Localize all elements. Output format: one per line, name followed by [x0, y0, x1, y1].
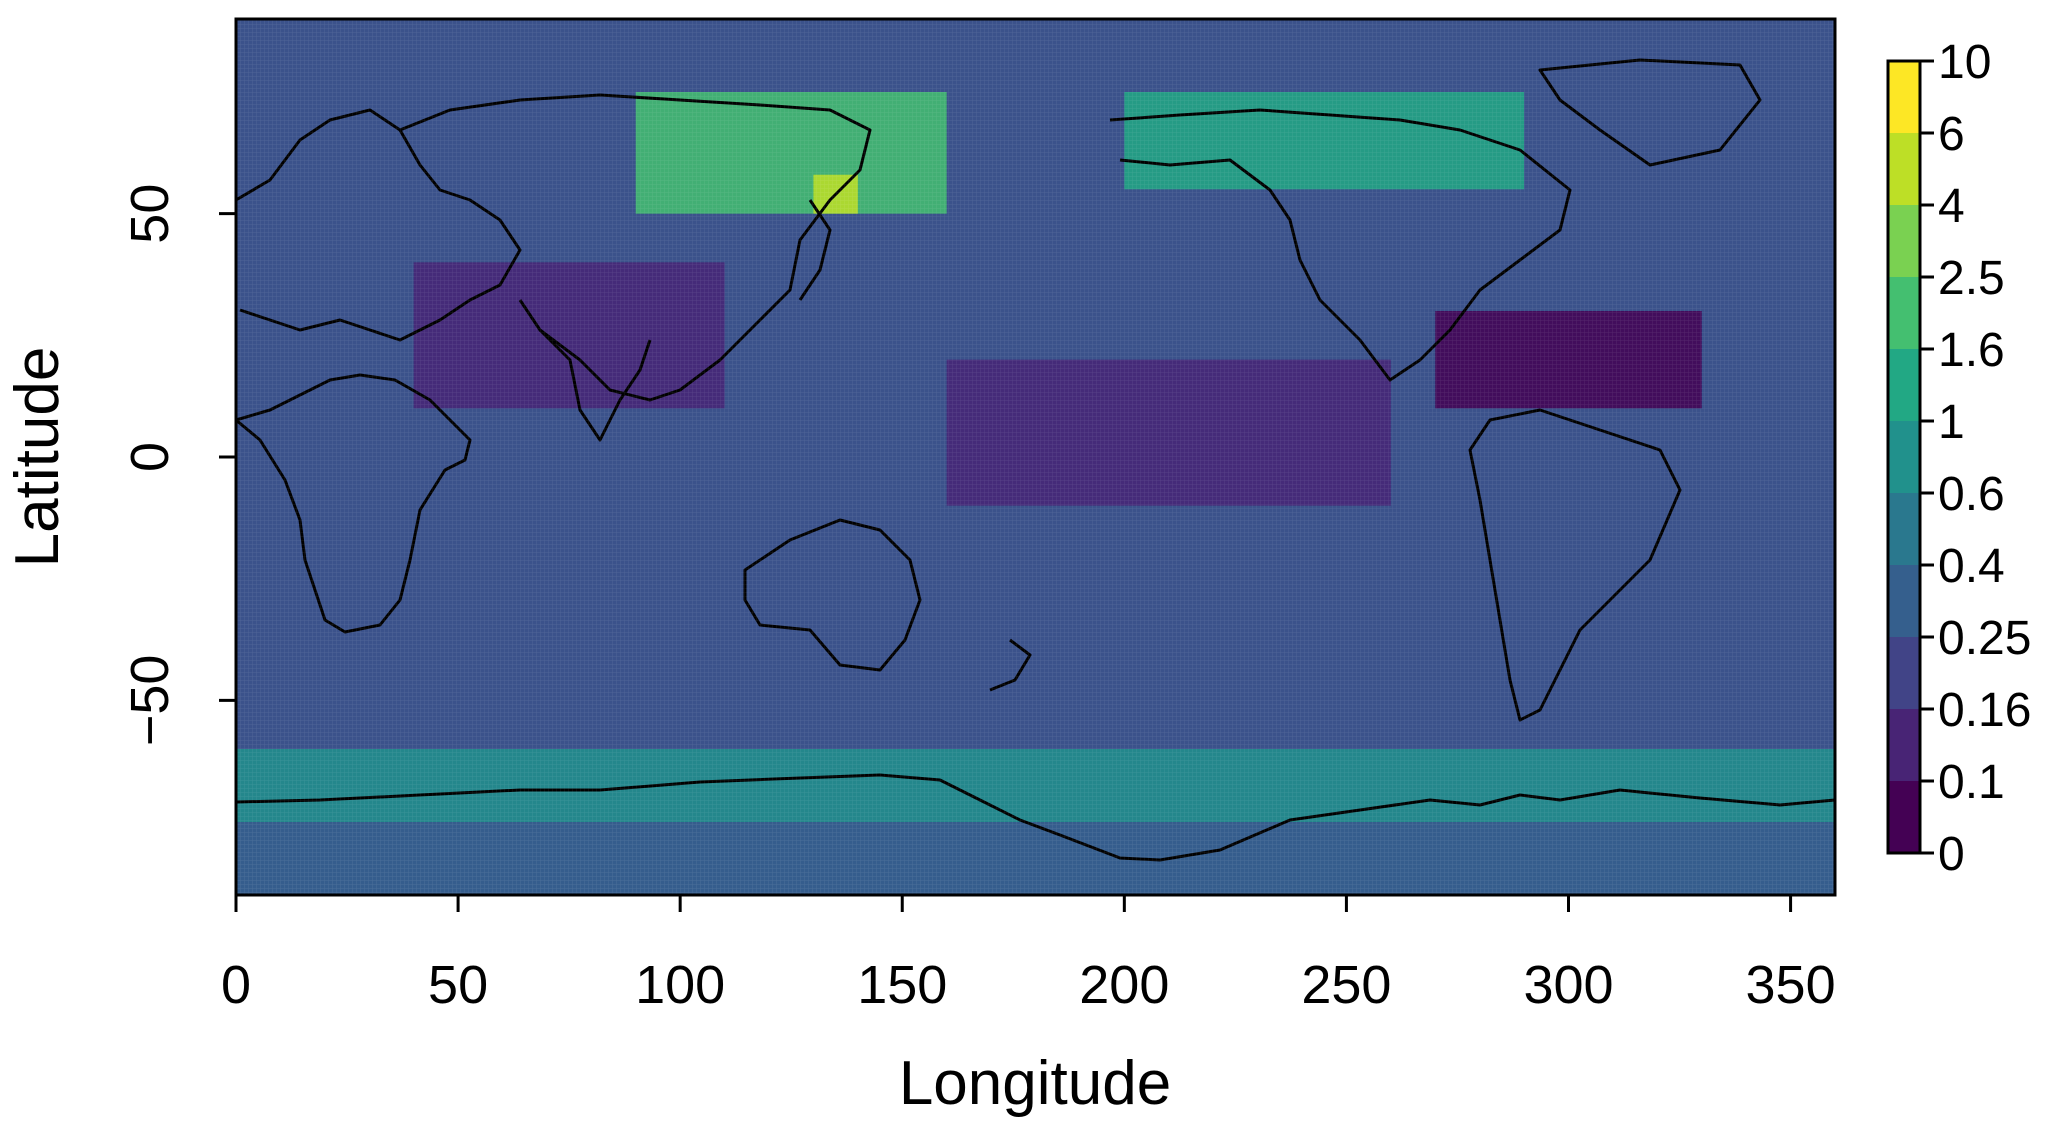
x-ticks: 0 50 100 150 200 250 300 350 [221, 895, 1836, 1015]
colorbar-swatch [1888, 493, 1920, 565]
colorbar-swatch [1888, 565, 1920, 637]
colorbar-label: 4 [1938, 180, 1965, 233]
colorbar-label: 2.5 [1938, 252, 2005, 305]
y-ticks: −50 0 50 [120, 184, 238, 747]
x-tick-label: 300 [1523, 955, 1613, 1015]
y-tick-label: 50 [120, 184, 180, 244]
colorbar-labels: 0 0.1 0.16 0.25 0.4 0.6 1 1.6 2.5 4 6 10 [1920, 36, 2031, 881]
colorbar-swatch [1888, 349, 1920, 421]
colorbar-swatches [1888, 61, 1920, 853]
colorbar-label: 1.6 [1938, 324, 2005, 377]
colorbar-label: 10 [1938, 36, 1991, 89]
x-axis: 0 50 100 150 200 250 300 350 Longitude [221, 893, 1836, 1118]
colorbar-swatch [1888, 277, 1920, 349]
colorbar-swatch [1888, 421, 1920, 493]
colorbar-label: 0.6 [1938, 468, 2005, 521]
x-tick-label: 250 [1301, 955, 1391, 1015]
y-axis-label: Latitude [3, 347, 72, 568]
colorbar-swatch [1888, 133, 1920, 205]
x-tick-label: 350 [1746, 955, 1836, 1015]
colorbar-frame [1886, 59, 1922, 855]
plot-panel [236, 19, 1835, 895]
colorbar-swatch [1888, 205, 1920, 277]
y-tick-label: 0 [120, 442, 180, 472]
x-tick-label: 200 [1079, 955, 1169, 1015]
colorbar-label: 0.1 [1938, 756, 2005, 809]
colorbar-label: 0 [1938, 828, 1965, 881]
y-tick-label: −50 [120, 655, 180, 747]
x-tick-label: 150 [857, 955, 947, 1015]
colorbar-swatch [1888, 637, 1920, 709]
plot-grid-overlay [236, 19, 1835, 895]
colorbar-label: 0.16 [1938, 684, 2031, 737]
colorbar: 0 0.1 0.16 0.25 0.4 0.6 1 1.6 2.5 4 6 10 [1886, 36, 2031, 881]
colorbar-swatch [1888, 61, 1920, 133]
colorbar-swatch [1888, 709, 1920, 781]
x-tick-label: 50 [428, 955, 488, 1015]
colorbar-label: 0.4 [1938, 540, 2005, 593]
colorbar-label: 6 [1938, 108, 1965, 161]
x-tick-label: 0 [221, 955, 251, 1015]
colorbar-label: 0.25 [1938, 612, 2031, 665]
x-axis-label: Longitude [899, 1049, 1171, 1118]
y-axis: −50 0 50 Latitude [3, 184, 238, 747]
colorbar-swatch [1888, 781, 1920, 853]
x-tick-label: 100 [635, 955, 725, 1015]
colorbar-label: 1 [1938, 396, 1965, 449]
